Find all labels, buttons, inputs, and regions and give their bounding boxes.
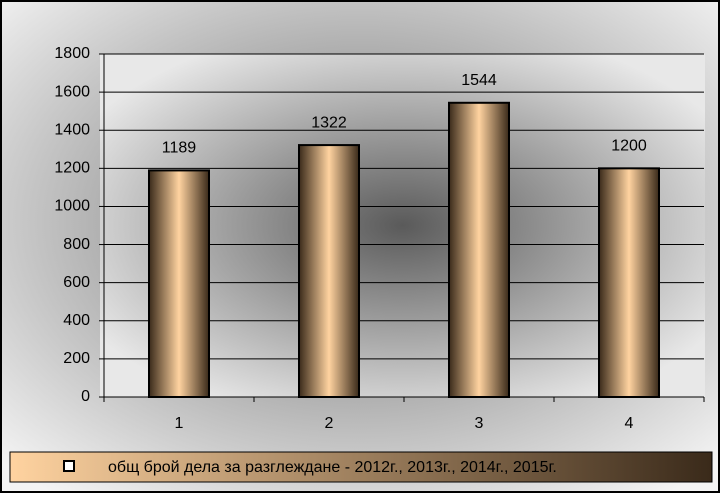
- bar: [148, 169, 210, 398]
- x-tick-label: 2: [325, 415, 334, 432]
- y-tick-label: 1800: [54, 45, 90, 62]
- x-tick-label: 1: [175, 415, 184, 432]
- y-tick-label: 1200: [54, 160, 90, 177]
- legend-box: [9, 451, 713, 483]
- y-tick-label: 1600: [54, 83, 90, 100]
- y-tick-label: 200: [63, 350, 90, 367]
- data-label: 1322: [311, 114, 347, 131]
- y-tick-label: 800: [63, 236, 90, 253]
- data-label: 1200: [611, 138, 647, 155]
- bar: [298, 144, 360, 398]
- bar: [598, 167, 660, 398]
- legend: общ брой дела за разглеждане - 2012г., 2…: [9, 451, 713, 483]
- y-tick-label: 1400: [54, 121, 90, 138]
- data-label: 1189: [162, 140, 197, 157]
- x-tick-label: 4: [625, 415, 634, 432]
- y-tick-label: 1000: [54, 198, 90, 215]
- legend-swatch: [63, 460, 75, 472]
- legend-label: общ брой дела за разглеждане - 2012г., 2…: [108, 459, 557, 476]
- y-tick-label: 0: [81, 388, 90, 405]
- y-tick-label: 600: [63, 274, 90, 291]
- data-label: 1544: [461, 72, 497, 89]
- x-tick-label: 3: [475, 415, 484, 432]
- y-tick-label: 400: [63, 312, 90, 329]
- bar: [448, 101, 510, 398]
